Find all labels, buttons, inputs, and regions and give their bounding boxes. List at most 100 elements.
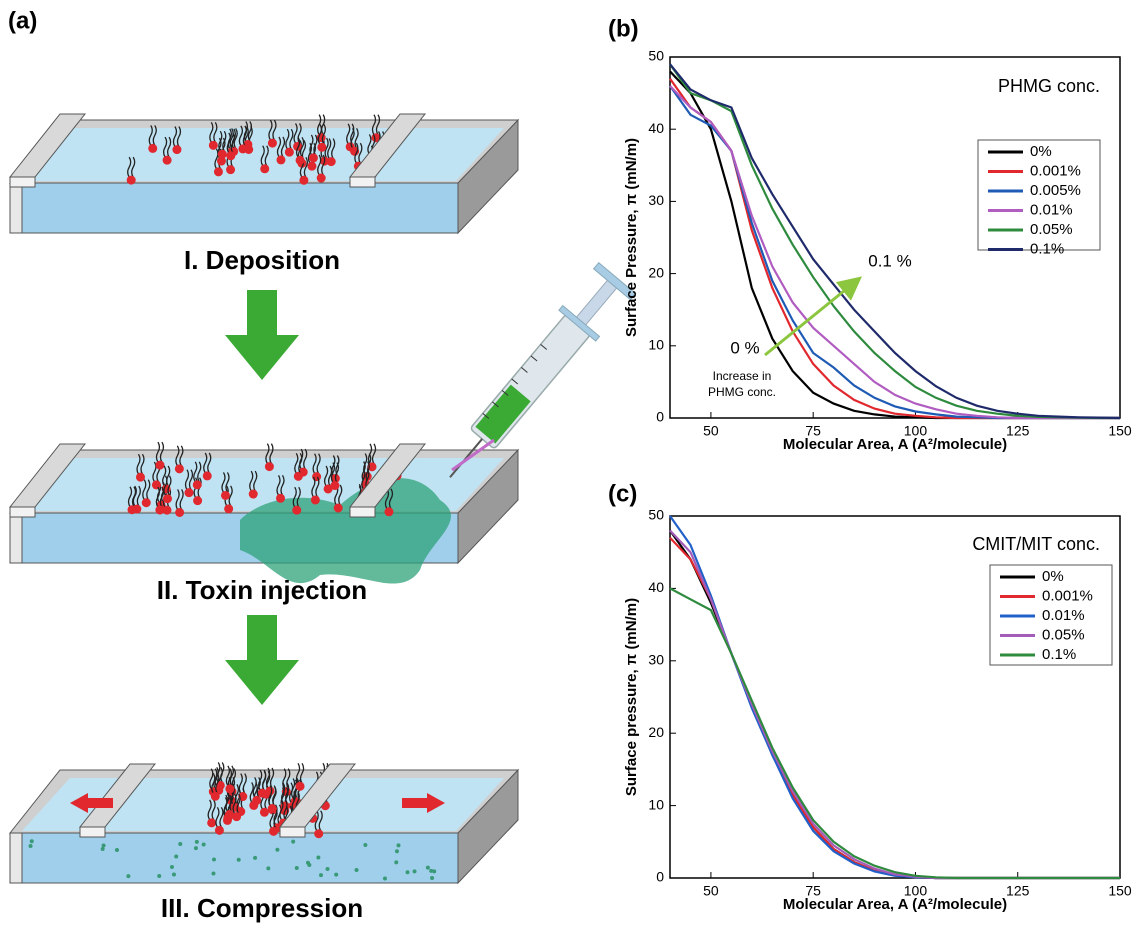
toxin-dot [334, 872, 339, 877]
toxin-dot [430, 876, 435, 881]
plot-frame [669, 515, 1121, 879]
head [276, 493, 286, 503]
head [232, 812, 242, 822]
head [326, 157, 336, 167]
diagram [8, 113, 520, 885]
legend-label: 0.01% [1042, 607, 1085, 624]
y-tick-label: 10 [648, 337, 664, 353]
head [155, 505, 165, 515]
tail [136, 453, 145, 475]
tail [317, 154, 326, 176]
tail [354, 142, 363, 164]
legend-label: 0.005% [1030, 182, 1081, 199]
tail [317, 123, 327, 145]
toxin-dot [100, 847, 105, 852]
tail [279, 799, 288, 821]
toxin-dot [429, 868, 434, 873]
tail [295, 136, 305, 158]
y-tick-label: 0 [656, 869, 664, 885]
x-tick-label: 75 [805, 423, 821, 439]
legend-label: 0.01% [1030, 201, 1073, 218]
head [162, 505, 172, 515]
head [172, 145, 182, 155]
trough-front [9, 832, 459, 884]
tail [285, 128, 294, 150]
tail [312, 453, 321, 474]
tail [225, 791, 234, 812]
tail [309, 134, 318, 156]
y-tick-label: 50 [648, 507, 664, 523]
head [292, 505, 302, 515]
head [192, 480, 202, 490]
legend-label: 0.001% [1030, 162, 1081, 179]
legend-title: PHMG conc. [998, 76, 1100, 96]
toxin-dot [363, 842, 368, 847]
tail [293, 123, 302, 144]
y-tick-label: 20 [648, 724, 664, 740]
tail [226, 132, 235, 154]
x-tick-label: 125 [1006, 883, 1030, 899]
head [213, 167, 223, 177]
tail [175, 489, 184, 510]
step-label: II. Toxin injection [157, 575, 367, 605]
head [217, 149, 227, 159]
head [323, 484, 333, 494]
toxin-dot [394, 849, 399, 854]
water-surface [22, 778, 504, 831]
tail [132, 485, 141, 507]
toxin-dot [211, 871, 216, 876]
tail [292, 486, 301, 508]
toxin-dot [266, 866, 271, 871]
head [276, 155, 286, 165]
toxin-dot [354, 868, 359, 873]
tail [268, 785, 277, 806]
x-tick-label: 75 [805, 883, 821, 899]
tail [282, 768, 291, 789]
tail [314, 810, 323, 832]
annotation: 0 % [730, 338, 759, 357]
head [226, 165, 236, 175]
toxin-dot [201, 842, 206, 847]
tail [367, 443, 377, 465]
y-tick-label: 20 [648, 264, 664, 280]
injection-stream [451, 438, 495, 472]
x-axis-label: Molecular Area, A (A²/molecule) [783, 436, 1007, 453]
head [367, 462, 377, 472]
tail [331, 455, 340, 476]
head [317, 142, 327, 152]
legend-label: 0% [1030, 143, 1052, 160]
tail [276, 136, 286, 158]
tail [265, 767, 275, 789]
head [174, 464, 184, 474]
tail [155, 441, 165, 463]
annotation: Increase in [713, 369, 772, 383]
tail [225, 765, 235, 787]
head [310, 495, 320, 505]
head [314, 829, 324, 839]
x-axis-label: Molecular Area, A (A²/molecule) [783, 896, 1007, 913]
toxin-dot [126, 874, 131, 879]
head [207, 818, 217, 828]
head [210, 791, 220, 801]
annotation: PHMG conc. [708, 385, 776, 399]
toxin-dot [432, 869, 437, 874]
head [293, 471, 303, 481]
syringe [449, 261, 637, 478]
head [151, 480, 161, 490]
y-tick-label: 30 [648, 652, 664, 668]
toxin-dot [405, 870, 410, 875]
head [162, 155, 172, 165]
annotation: 0.1 % [868, 251, 911, 270]
tail [238, 773, 247, 794]
tail [175, 445, 184, 467]
tail [265, 443, 274, 464]
barrier-front [79, 826, 106, 838]
tail [232, 793, 241, 815]
tail [249, 470, 258, 492]
tail [260, 145, 269, 167]
head [175, 507, 185, 517]
toxin-dot [425, 865, 430, 870]
tail [155, 486, 165, 508]
tail [162, 136, 172, 158]
head [225, 784, 235, 794]
